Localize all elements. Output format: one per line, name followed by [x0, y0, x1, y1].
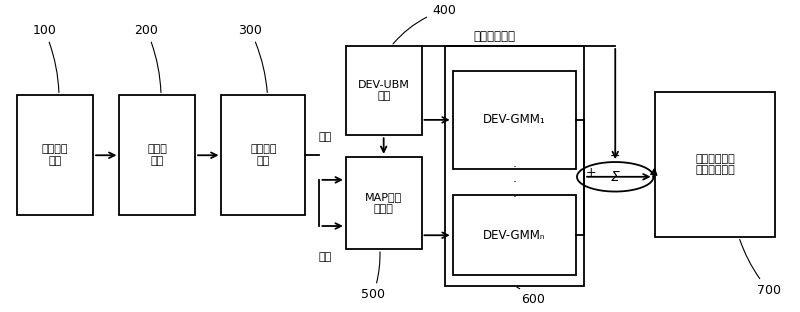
Bar [119, 95, 195, 215]
Bar [453, 71, 576, 169]
Text: 600: 600 [517, 287, 546, 306]
Text: 设备模型模块: 设备模型模块 [473, 30, 515, 43]
Bar [445, 46, 584, 286]
Bar [18, 95, 93, 215]
Text: 特征提取
模块: 特征提取 模块 [250, 144, 277, 166]
Bar [222, 95, 305, 215]
Text: 100: 100 [33, 24, 59, 92]
Text: 500: 500 [361, 252, 385, 301]
Text: 静音提取
模块: 静音提取 模块 [42, 144, 69, 166]
Bar [346, 157, 422, 249]
Text: 预处理
模块: 预处理 模块 [147, 144, 167, 166]
Bar [453, 195, 576, 275]
Text: DEV-UBM
模块: DEV-UBM 模块 [358, 80, 410, 101]
Text: 200: 200 [134, 24, 161, 92]
Text: 300: 300 [238, 24, 267, 92]
Text: DEV-GMMₙ: DEV-GMMₙ [483, 229, 546, 242]
Text: 识别: 识别 [319, 252, 332, 262]
Text: +: + [586, 166, 597, 179]
Text: MAP自适
应模块: MAP自适 应模块 [365, 192, 402, 214]
Text: Σ: Σ [611, 170, 620, 184]
Bar [346, 46, 422, 135]
Text: 得分高者为所
识别录音设备: 得分高者为所 识别录音设备 [695, 154, 734, 175]
Text: −: − [610, 150, 621, 163]
Text: 训练: 训练 [319, 132, 332, 142]
Text: 700: 700 [740, 239, 781, 297]
Text: ·
·
·: · · · [513, 161, 517, 204]
Bar [655, 92, 774, 237]
Text: DEV-GMM₁: DEV-GMM₁ [483, 113, 546, 126]
Text: 400: 400 [393, 4, 456, 44]
